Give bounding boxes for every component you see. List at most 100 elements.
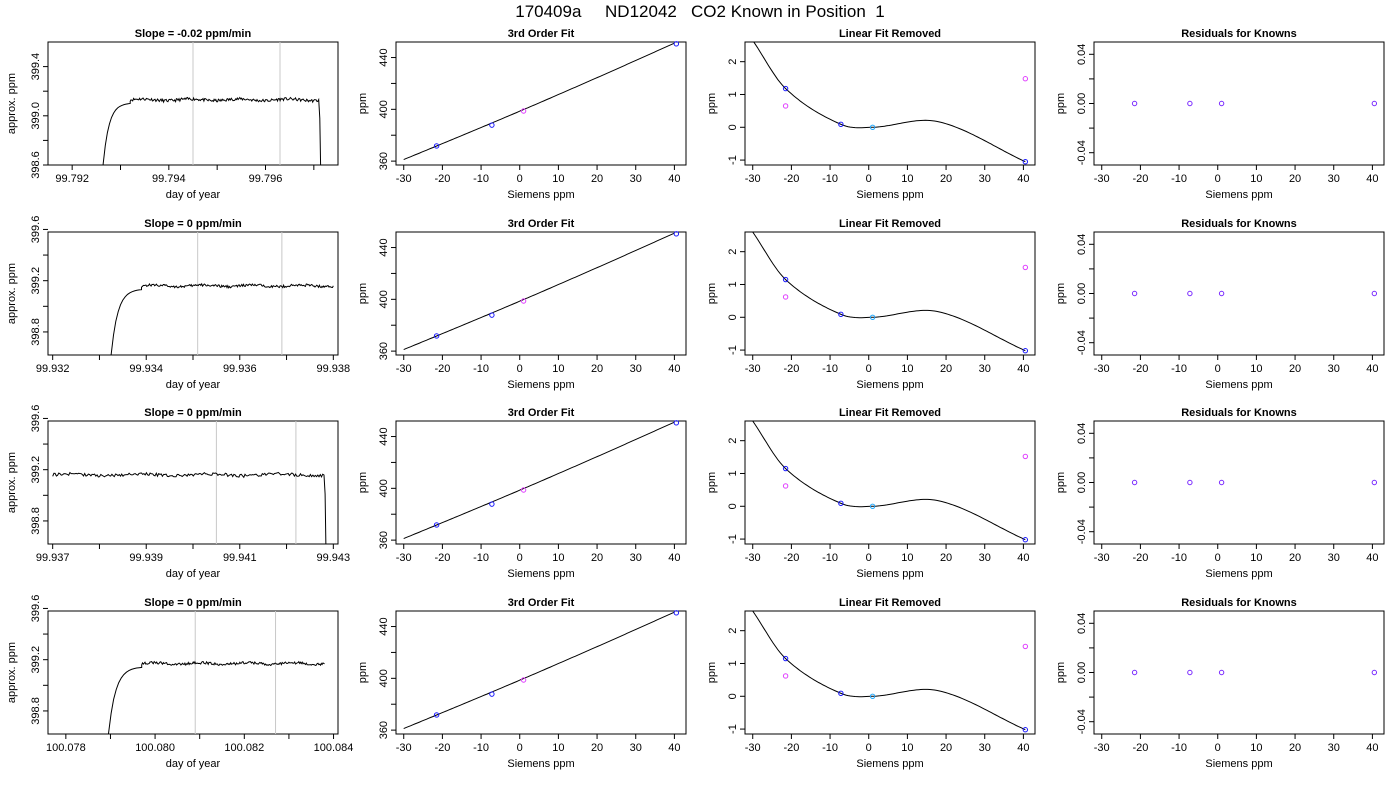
x-tick-label: 30 — [630, 742, 642, 754]
x-tick-label: -10 — [473, 173, 489, 185]
y-tick-label: 399.6 — [30, 405, 42, 433]
x-tick-label: 0 — [866, 742, 872, 754]
x-tick-label: -10 — [822, 742, 838, 754]
data-point — [1187, 669, 1193, 676]
x-tick-label: -10 — [822, 363, 838, 375]
data-point — [1218, 479, 1225, 486]
x-tick-label: 40 — [1366, 552, 1378, 564]
data-point — [869, 693, 876, 699]
panel-title: 3rd Order Fit — [508, 407, 575, 419]
y-tick-label: 400 — [378, 669, 390, 687]
y-axis-label: ppm — [1055, 283, 1067, 304]
chart-panel: Slope = 0 ppm/min 100.078 100.080 100.082 10… — [6, 595, 353, 770]
data-point — [838, 690, 844, 697]
y-axis-label: ppm — [1055, 662, 1067, 683]
x-tick-label: -20 — [783, 552, 799, 564]
chart-panel: 3rd Order Fit -30 -20 -10 0 10 20 30 40 360 400 440… — [357, 407, 687, 580]
data-point — [1187, 290, 1193, 297]
x-tick-label: 10 — [552, 742, 564, 754]
plot-frame — [47, 610, 339, 735]
x-axis-label: Siemens ppm — [507, 568, 574, 580]
y-tick-label: 1 — [727, 91, 739, 97]
y-tick-label: 399.2 — [30, 456, 42, 484]
data-point — [782, 276, 789, 283]
x-tick-label: 40 — [1017, 173, 1029, 185]
x-tick-label: -30 — [396, 742, 412, 754]
data-point — [673, 420, 680, 426]
y-tick-label: 0 — [727, 124, 739, 130]
x-tick-label: 99.792 — [55, 173, 89, 185]
chart-panel: Linear Fit Removed-30 -20 -10 0 10 20 30 40-101… — [706, 28, 1036, 201]
data-point — [1022, 348, 1029, 354]
data-point — [1371, 479, 1378, 486]
y-tick-label: 440 — [378, 48, 390, 66]
x-axis-label: Siemens ppm — [856, 189, 923, 201]
x-tick-label: 100.080 — [135, 742, 175, 754]
x-axis-label: day of year — [166, 379, 221, 391]
data-point — [673, 231, 680, 237]
x-axis-label: day of year — [166, 568, 221, 580]
x-tick-label: -10 — [1171, 173, 1187, 185]
data-point — [1371, 100, 1378, 107]
x-tick-label: 20 — [591, 552, 603, 564]
data-point — [1187, 479, 1193, 486]
x-tick-label: -10 — [473, 552, 489, 564]
y-tick-label: 2 — [727, 249, 739, 255]
x-tick-label: -10 — [473, 363, 489, 375]
x-tick-label: -20 — [783, 742, 799, 754]
x-tick-label: 0 — [866, 363, 872, 375]
x-tick-label: -10 — [822, 552, 838, 564]
chart-panel: Slope = -0.02 ppm/min 99.792 99.794 99.796 3… — [6, 28, 339, 201]
x-tick-label: -30 — [396, 173, 412, 185]
x-tick-label: 40 — [668, 742, 680, 754]
x-axis-label: Siemens ppm — [856, 758, 923, 770]
x-tick-label: 30 — [630, 363, 642, 375]
x-tick-label: 30 — [1328, 363, 1340, 375]
x-tick-label: 20 — [940, 363, 952, 375]
x-tick-label: 20 — [591, 742, 603, 754]
chart-panel: Residuals for Knowns -30 -20 -10 0 10 20 30 40 -0… — [1055, 218, 1385, 391]
x-tick-label: 0 — [1215, 742, 1221, 754]
data-point — [869, 124, 876, 130]
y-axis-label: ppm — [357, 472, 369, 493]
x-tick-label: 10 — [1250, 552, 1262, 564]
x-tick-label: 40 — [1017, 742, 1029, 754]
y-tick-label: 2 — [727, 628, 739, 634]
panel-title: Linear Fit Removed — [839, 218, 941, 230]
x-tick-label: 30 — [1328, 742, 1340, 754]
x-tick-label: 40 — [1017, 552, 1029, 564]
x-tick-label: 40 — [1366, 173, 1378, 185]
y-tick-label: 360 — [378, 342, 390, 360]
y-tick-label: 0.00 — [1076, 93, 1088, 114]
x-tick-label: -20 — [1132, 363, 1148, 375]
y-tick-label: 2 — [727, 438, 739, 444]
x-axis-label: Siemens ppm — [856, 568, 923, 580]
x-tick-label: -30 — [1094, 552, 1110, 564]
y-tick-label: 398.6 — [30, 151, 42, 179]
fit-curve — [752, 611, 1026, 731]
chart-panel: Linear Fit Removed-30 -20 -10 0 10 20 30 40-101… — [706, 218, 1036, 391]
x-tick-label: -30 — [1094, 363, 1110, 375]
y-tick-label: -1 — [727, 155, 739, 165]
x-tick-label: 20 — [1289, 173, 1301, 185]
x-tick-label: 10 — [552, 173, 564, 185]
data-point — [433, 143, 440, 149]
x-tick-label: 100.084 — [314, 742, 354, 754]
x-tick-label: 10 — [901, 552, 913, 564]
x-tick-label: 0 — [866, 173, 872, 185]
data-point — [1022, 159, 1029, 165]
data-point — [1131, 479, 1138, 486]
y-tick-label: 400 — [378, 100, 390, 118]
y-axis-label: ppm — [1055, 93, 1067, 114]
panel-title: 3rd Order Fit — [508, 28, 575, 40]
x-tick-label: 99.932 — [36, 363, 70, 375]
plot-frame — [47, 420, 339, 545]
panel-title: Residuals for Knowns — [1181, 407, 1297, 419]
data-point — [1131, 100, 1138, 107]
x-axis-label: Siemens ppm — [1205, 758, 1272, 770]
y-axis-label: ppm — [357, 283, 369, 304]
x-tick-label: -20 — [1132, 552, 1148, 564]
data-point — [838, 311, 844, 318]
chart-panel: Slope = 0 ppm/min 99.932 99.934 99.936 99.93… — [6, 216, 350, 391]
x-tick-label: -30 — [396, 552, 412, 564]
